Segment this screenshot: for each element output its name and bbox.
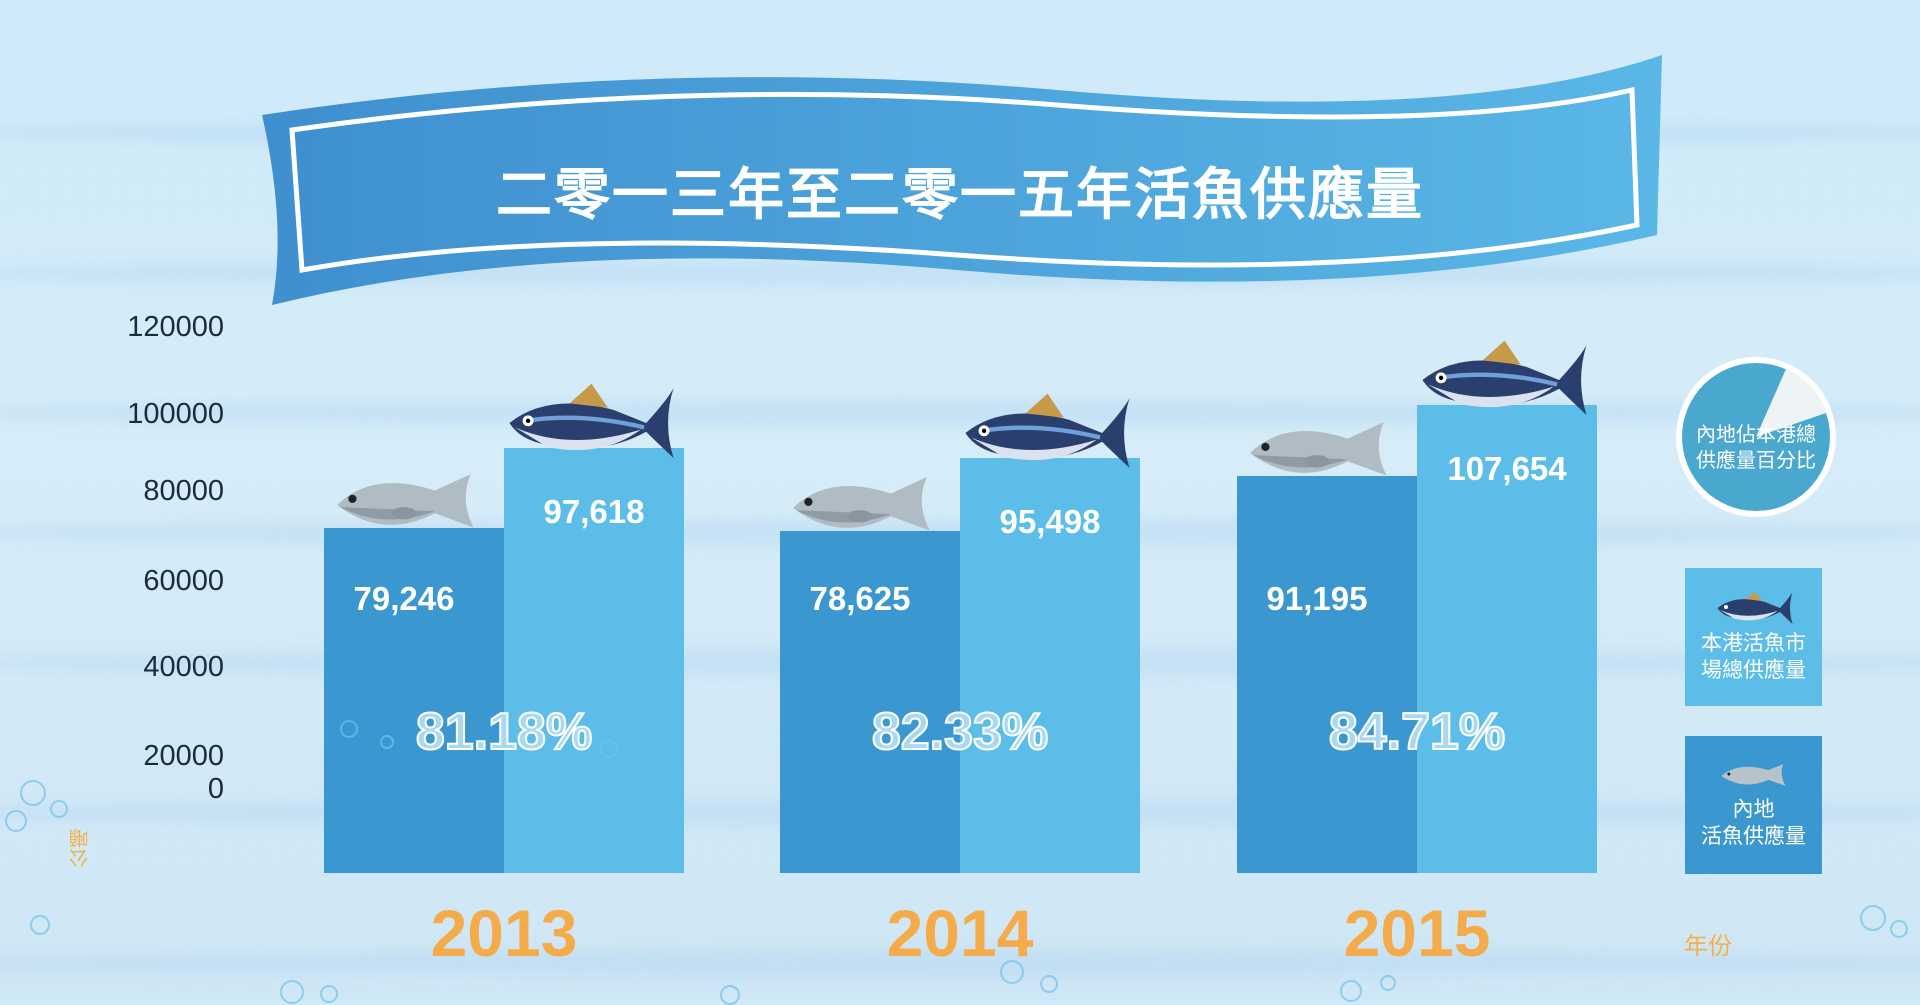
grey-fish-icon: [329, 468, 489, 545]
tuna-icon: [960, 388, 1135, 483]
legend-pie-line2: 供應量百分比: [1696, 450, 1816, 472]
percentage-pie-icon: [1676, 357, 1836, 517]
value-label-mainland: 78,625: [809, 580, 911, 617]
x-tick-label: 2015: [1343, 896, 1491, 970]
bubble-decoration: [340, 720, 358, 738]
value-label-total: 107,654: [1447, 449, 1567, 487]
bubble-decoration: [1890, 920, 1908, 938]
tuna-icon: [504, 378, 679, 473]
value-label-total: 97,618: [543, 493, 645, 531]
bar-total-2014: [960, 457, 1140, 873]
chart-title: 二零一三年至二零一五年活魚供應量: [496, 163, 1424, 228]
y-axis-unit: 公噸: [70, 828, 92, 868]
bar-total-2013: [504, 448, 684, 873]
percentage-label: 81.18%: [415, 702, 593, 762]
legend-mainland-line1: 內地: [1732, 798, 1775, 821]
legend-pie-line1: 內地佔本港總: [1696, 424, 1816, 446]
tuna-icon: [1417, 335, 1592, 430]
y-tick-label: 40000: [143, 651, 224, 683]
bubble-decoration: [1000, 960, 1024, 984]
legend-mainland: 內地 活魚供應量: [1685, 736, 1822, 874]
x-tick-label: 2013: [430, 896, 578, 970]
bubble-decoration: [720, 985, 740, 1005]
bubble-decoration: [600, 740, 618, 758]
bar-total-2015: [1417, 404, 1597, 873]
grey-fish-icon: [1721, 764, 1786, 786]
bubble-decoration: [20, 780, 46, 806]
bubble-decoration: [5, 810, 27, 832]
bubble-decoration: [1860, 905, 1886, 931]
legend-total-line2: 場總供應量: [1701, 659, 1806, 682]
x-axis-unit: 年份: [1684, 933, 1732, 960]
grey-fish-icon: [1242, 416, 1402, 493]
percentage-label: 84.71%: [1328, 702, 1506, 762]
y-tick-label: 120000: [127, 311, 224, 343]
legend-total: 本港活魚市 場總供應量: [1685, 568, 1822, 706]
bubble-decoration: [380, 735, 394, 749]
bubble-decoration: [30, 915, 50, 935]
y-tick-label: 20000: [143, 740, 224, 772]
bubble-decoration: [280, 980, 304, 1004]
title-banner: [262, 55, 1662, 305]
value-label-mainland: 91,195: [1266, 580, 1368, 617]
bar-mainland-2014: [780, 530, 960, 873]
x-tick-label: 2014: [886, 896, 1034, 970]
y-tick-label: 80000: [143, 475, 224, 507]
y-tick-label: 0: [207, 773, 224, 805]
bubble-decoration: [1340, 980, 1362, 1002]
bar-mainland-2013: [324, 528, 504, 873]
bubble-decoration: [320, 985, 338, 1003]
legend-total-line1: 本港活魚市: [1701, 632, 1806, 655]
bubble-decoration: [50, 800, 68, 818]
bubble-decoration: [1380, 975, 1396, 991]
legend-mainland-line2: 活魚供應量: [1701, 825, 1806, 848]
legend-percentage-label: 內地佔本港總 供應量百分比: [1674, 422, 1838, 474]
tuna-icon: [1717, 592, 1793, 624]
y-tick-label: 100000: [127, 398, 224, 430]
grey-fish-icon: [785, 471, 945, 548]
y-tick-label: 60000: [143, 565, 224, 597]
value-label-mainland: 79,246: [353, 580, 455, 617]
value-label-total: 95,498: [999, 502, 1101, 540]
bubble-decoration: [1040, 975, 1058, 993]
percentage-label: 82.33%: [871, 702, 1049, 762]
bar-mainland-2015: [1237, 476, 1417, 873]
